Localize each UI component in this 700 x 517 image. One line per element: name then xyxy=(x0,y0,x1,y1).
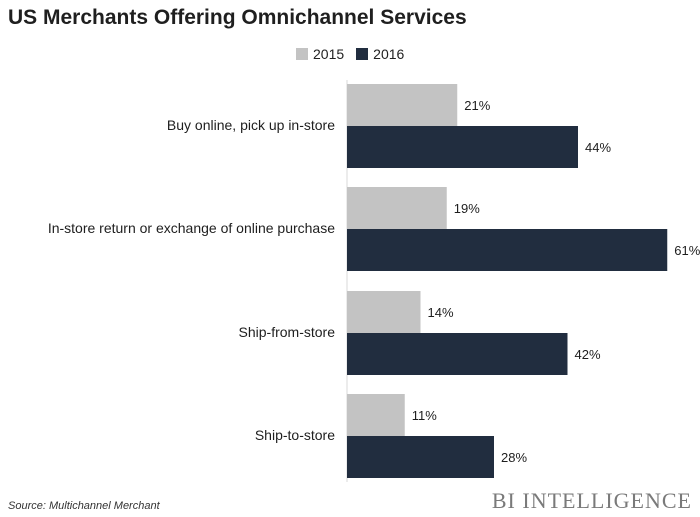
legend-label-2016: 2016 xyxy=(373,46,405,62)
data-label-2015-ship-from-store: 14% xyxy=(428,305,454,320)
category-label-buy-online-pick-up-in-store: Buy online, pick up in-store xyxy=(167,117,335,133)
bar-2016-buy-online-pick-up-in-store xyxy=(347,126,578,168)
bar-2015-ship-from-store xyxy=(347,291,421,333)
bar-2015-ship-to-store xyxy=(347,394,405,436)
category-label-ship-to-store: Ship-to-store xyxy=(255,427,335,443)
category-label-ship-from-store: Ship-from-store xyxy=(239,324,336,340)
legend-item-2015: 2015 xyxy=(296,46,344,62)
bar-2015-buy-online-pick-up-in-store xyxy=(347,84,458,126)
source-note: Source: Multichannel Merchant xyxy=(8,500,160,512)
data-label-2016-ship-from-store: 42% xyxy=(575,347,601,362)
category-label-in-store-return-or-exchange-of-online-purchase: In-store return or exchange of online pu… xyxy=(48,220,335,236)
legend-item-2016: 2016 xyxy=(356,46,404,62)
legend-swatch-2015 xyxy=(296,48,308,60)
chart-title: US Merchants Offering Omnichannel Servic… xyxy=(8,6,467,29)
data-label-2016-in-store-return-or-exchange-of-online-purchase: 61% xyxy=(674,243,700,258)
bar-2016-in-store-return-or-exchange-of-online-purchase xyxy=(347,229,668,271)
legend-swatch-2016 xyxy=(356,48,369,60)
bar-2015-in-store-return-or-exchange-of-online-purchase xyxy=(347,187,447,229)
chart-legend: 2015 2016 xyxy=(296,46,416,62)
brand-logo: BI INTELLIGENCE xyxy=(491,488,692,513)
data-label-2016-ship-to-store: 28% xyxy=(501,450,527,465)
data-label-2015-ship-to-store: 11% xyxy=(412,408,437,423)
bar-2016-ship-from-store xyxy=(347,333,568,375)
bar-2016-ship-to-store xyxy=(347,436,494,478)
legend-label-2015: 2015 xyxy=(313,46,345,62)
data-label-2015-buy-online-pick-up-in-store: 21% xyxy=(464,98,490,113)
data-label-2015-in-store-return-or-exchange-of-online-purchase: 19% xyxy=(454,201,480,216)
data-label-2016-buy-online-pick-up-in-store: 44% xyxy=(585,140,611,155)
